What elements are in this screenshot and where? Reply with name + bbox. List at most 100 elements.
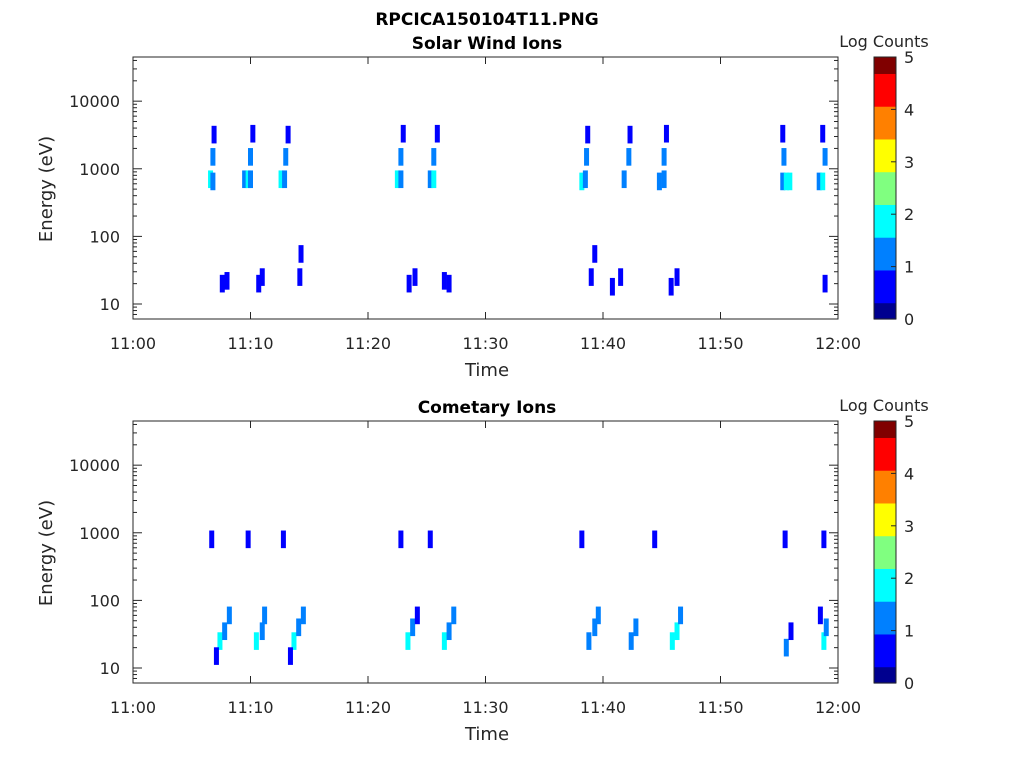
colorbar-tick-label: 4 <box>904 100 914 119</box>
heatmap-cell <box>427 530 433 549</box>
heatmap-cell <box>674 622 680 641</box>
heatmap-cell <box>446 622 452 641</box>
colorbar-segment <box>874 278 896 283</box>
heatmap-cell <box>669 632 675 650</box>
heatmap-cell <box>259 622 265 641</box>
heatmap-cell <box>398 530 404 549</box>
colorbar-segment <box>874 97 896 103</box>
cometary-axes-box <box>132 420 839 684</box>
heatmap-cell <box>783 172 789 191</box>
heatmap-cell <box>278 170 284 189</box>
colorbar-segment <box>874 220 896 226</box>
heatmap-cell <box>816 172 822 191</box>
colorbar-segment <box>874 576 896 582</box>
colorbar-segment <box>874 102 896 107</box>
cometary-ylabel: Energy (eV) <box>36 500 57 606</box>
heatmap-cell <box>219 274 225 293</box>
colorbar-segment <box>874 625 896 631</box>
x-tick-label: 11:00 <box>110 698 156 717</box>
heatmap-cell <box>287 647 293 665</box>
heatmap-cell <box>782 530 788 549</box>
colorbar-segment <box>874 592 896 598</box>
colorbar-segment <box>874 588 896 594</box>
colorbar-segment <box>874 580 896 586</box>
colorbar-segment <box>874 200 896 205</box>
colorbar-segment <box>874 89 896 95</box>
heatmap-cell <box>783 638 789 657</box>
colorbar-tick-label: 3 <box>904 517 914 536</box>
heatmap-cell <box>283 148 289 166</box>
solar-wind-ticks: 11:00 11:10 11:20 11:30 11:40 11:50 12:00 10 100… <box>69 57 861 353</box>
colorbar-segment <box>874 658 896 664</box>
heatmap-cell <box>579 172 585 191</box>
heatmap-cell <box>780 172 786 191</box>
heatmap-cell <box>211 125 217 144</box>
colorbar-segment <box>874 482 896 488</box>
colorbar-segment <box>874 597 896 602</box>
heatmap-cell <box>609 277 615 296</box>
colorbar-segment <box>874 535 896 541</box>
heatmap-cell <box>226 606 232 625</box>
cometary-title: Cometary Ions <box>418 398 557 418</box>
colorbar-segment <box>874 142 896 148</box>
heatmap-cell <box>584 148 590 166</box>
x-tick-label: 12:00 <box>815 334 861 353</box>
cometary-colorbar-label: Log Counts <box>839 396 929 415</box>
colorbar-segment <box>874 81 896 87</box>
heatmap-cell <box>451 606 457 625</box>
heatmap-cell <box>668 277 674 296</box>
heatmap-cell <box>592 618 598 637</box>
colorbar-segment <box>874 196 896 201</box>
solar-wind-colorbar: 0 1 2 3 4 5 <box>873 48 914 329</box>
heatmap-cell <box>633 618 639 637</box>
heatmap-cell <box>661 170 667 189</box>
colorbar-segment <box>874 65 896 70</box>
heatmap-cell <box>242 170 248 189</box>
x-tick-label: 11:50 <box>697 698 743 717</box>
colorbar-segment <box>874 155 896 160</box>
heatmap-cell <box>398 170 404 189</box>
colorbar-tick-label: 5 <box>904 412 914 431</box>
heatmap-cell <box>300 606 306 625</box>
heatmap-cell <box>259 268 265 286</box>
colorbar-segment <box>874 453 896 459</box>
x-tick-label: 11:40 <box>580 698 626 717</box>
colorbar-segment <box>874 666 896 672</box>
x-tick-label: 11:00 <box>110 334 156 353</box>
colorbar-segment <box>874 224 896 230</box>
heatmap-cell <box>285 125 291 144</box>
colorbar-segment <box>874 511 896 516</box>
colorbar-segment <box>874 445 896 451</box>
colorbar-segment <box>874 662 896 668</box>
colorbar-tick-label: 2 <box>904 205 914 224</box>
colorbar-segment <box>874 478 896 484</box>
colorbar-segment <box>874 674 896 680</box>
heatmap-cell <box>788 622 794 641</box>
colorbar-segment <box>874 429 896 434</box>
heatmap-cell <box>296 618 302 637</box>
figure-title: RPCICA150104T11.PNG <box>375 10 598 30</box>
y-tick-label: 1000 <box>79 160 120 179</box>
heatmap-cell <box>262 606 268 625</box>
colorbar-segment <box>874 147 896 152</box>
colorbar-segment <box>874 531 896 537</box>
cometary-heatmap <box>209 530 829 665</box>
colorbar-segment <box>874 564 896 569</box>
solar-wind-ylabel: Energy (eV) <box>36 136 57 242</box>
colorbar-segment <box>874 552 896 557</box>
heatmap-cell <box>780 124 786 143</box>
colorbar-segment <box>874 515 896 520</box>
heatmap-cell <box>406 274 412 293</box>
colorbar-segment <box>874 433 896 438</box>
colorbar-segment <box>874 138 896 144</box>
heatmap-cell <box>256 274 262 293</box>
colorbar-segment <box>874 425 896 430</box>
x-tick-label: 11:50 <box>697 334 743 353</box>
colorbar-segment <box>874 613 896 619</box>
solar-wind-axes-box <box>132 56 839 320</box>
colorbar-segment <box>874 286 896 291</box>
heatmap-cell <box>820 172 826 191</box>
heatmap-cell <box>821 530 827 549</box>
colorbar-segment <box>874 179 896 185</box>
